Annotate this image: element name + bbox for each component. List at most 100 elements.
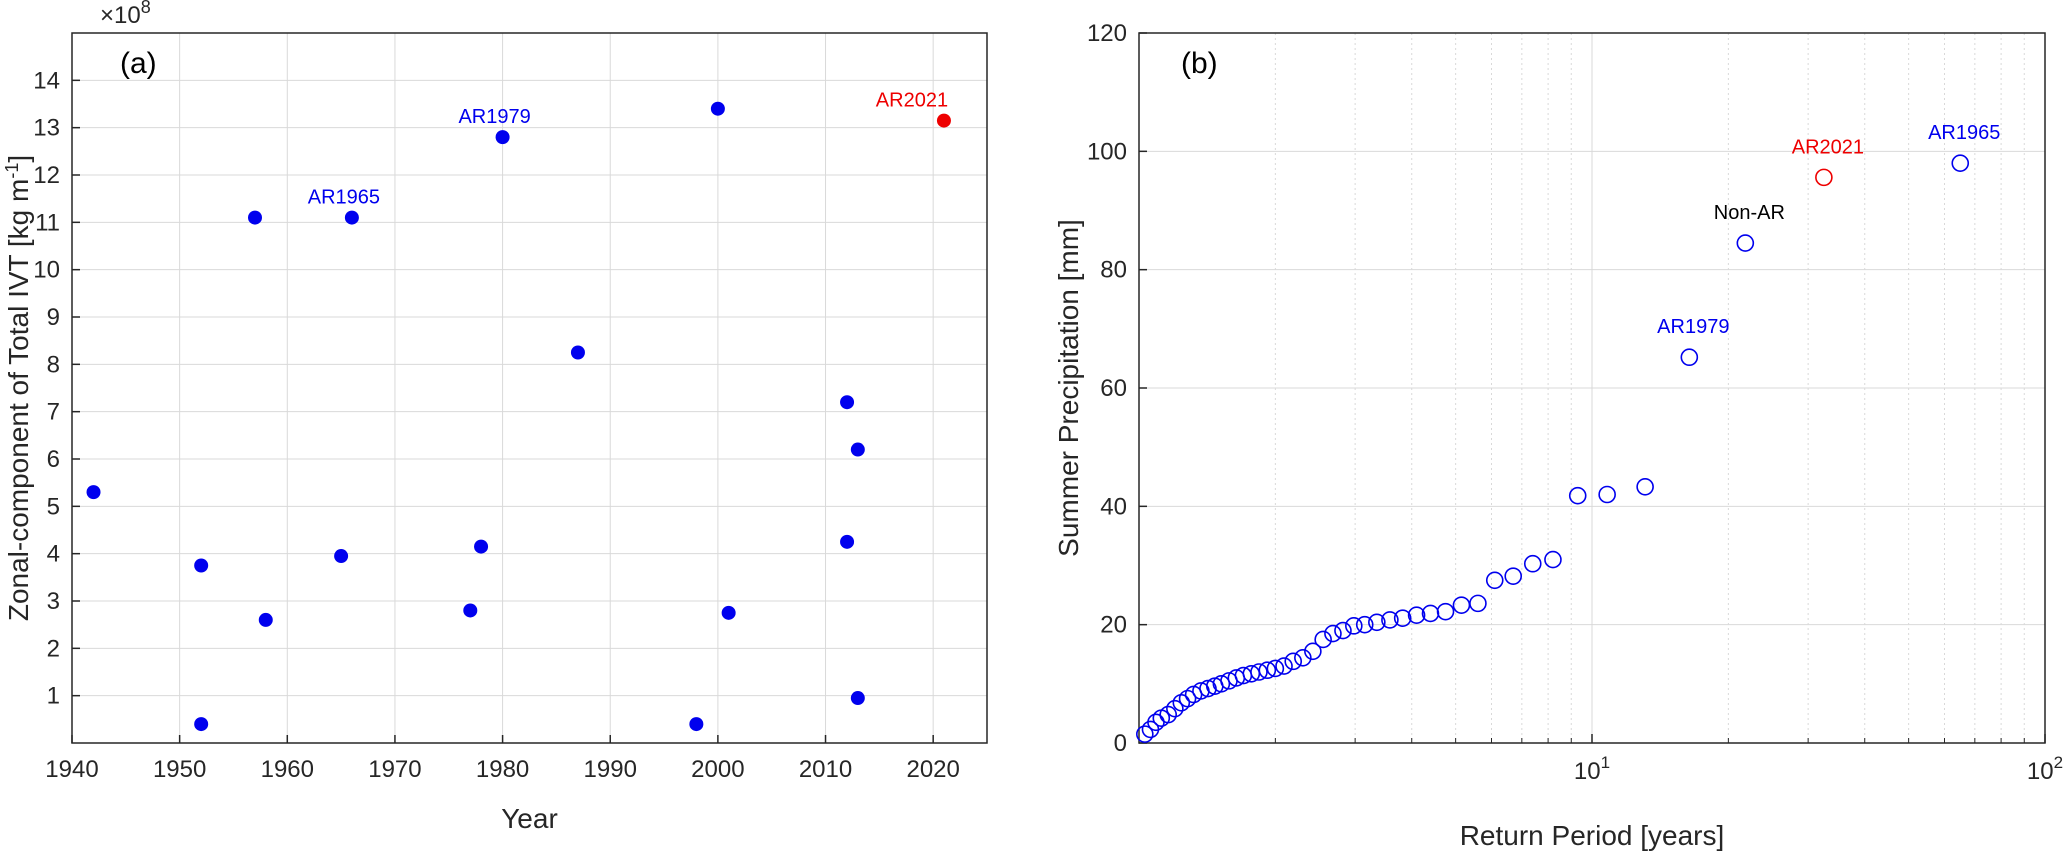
y-tick-label: 10: [33, 257, 60, 284]
data-point: [334, 549, 349, 564]
x-axis-label: Year: [501, 803, 558, 834]
data-point: [1275, 657, 1293, 675]
data-point: [1568, 486, 1587, 505]
data-point: [1523, 554, 1542, 573]
x-tick-label: 1990: [584, 756, 637, 783]
y-tick-label: 1: [47, 683, 60, 710]
data-point: [1504, 567, 1523, 585]
data-point-ar2021: [936, 113, 951, 128]
x-tick-label: 101: [1574, 753, 1610, 785]
x-tick-label: 2020: [906, 756, 959, 783]
y-tick-label: 11: [35, 209, 60, 236]
y-tick-label: 13: [33, 115, 60, 142]
data-point: [850, 691, 865, 706]
x-tick-label: 1980: [476, 756, 529, 783]
y-tick-label: 9: [47, 304, 60, 331]
data-point: [1266, 659, 1285, 678]
y-tick-label: 40: [1100, 493, 1127, 520]
data-point: [1407, 606, 1426, 625]
data-point: [1469, 594, 1487, 613]
panel-a-scatter: 1940 1950 1960 1970 1980 1990 2000 2010 20201234…: [2, 0, 988, 834]
data-point: [1166, 699, 1184, 718]
data-point: [570, 345, 585, 360]
y-tick-label: 2: [47, 635, 60, 662]
data-point-ar1965: [344, 210, 359, 225]
data-point: [1485, 571, 1504, 590]
data-point: [850, 442, 865, 457]
data-point: [1452, 596, 1471, 614]
data-point: [1355, 615, 1374, 634]
data-point: [1393, 609, 1412, 627]
data-point: [1636, 478, 1654, 496]
data-point: [1436, 602, 1455, 621]
y-tick-label: 4: [47, 541, 60, 568]
data-point: [194, 558, 209, 573]
y-tick-label: 14: [33, 67, 60, 94]
data-point: [258, 612, 273, 627]
x-tick-label: 1970: [368, 756, 421, 783]
point-annotation: AR1965: [308, 187, 380, 209]
y-tick-label: 12: [33, 162, 60, 189]
plot-frame: [71, 32, 988, 744]
data-point: [1304, 642, 1322, 661]
x-tick-label: 2010: [799, 756, 852, 783]
point-annotation: AR1979: [458, 106, 530, 128]
data-point: [1178, 689, 1197, 708]
panel-label-a: (a): [120, 47, 157, 80]
y-tick-label: 80: [1100, 257, 1127, 284]
x-tick-label: 2000: [691, 756, 744, 783]
panel-b-return-period: 101 102 0 20 40 60 80 100 120 (b) Return Period [y…: [1053, 20, 2063, 851]
data-point: [1334, 621, 1352, 640]
x-tick-label: 1960: [261, 756, 314, 783]
data-point: [689, 717, 704, 732]
x-axis-label: Return Period [years]: [1460, 820, 1725, 851]
data-point: [463, 603, 478, 618]
data-point: [1147, 713, 1165, 732]
data-point: [474, 539, 489, 554]
y-axis-label: Zonal-component of Total IVT [kg m-1]: [2, 155, 34, 621]
x-tick-label: 102: [2027, 753, 2063, 785]
data-point: [1544, 550, 1562, 569]
y-tick-label: 7: [47, 399, 60, 426]
data-point-ar2021: [1815, 168, 1833, 187]
y-tick-label: 5: [47, 493, 60, 520]
data-point: [1314, 630, 1332, 649]
y-tick-label: 120: [1087, 20, 1127, 47]
data-point: [1598, 485, 1616, 504]
data-point: [1159, 705, 1177, 724]
data-point: [710, 101, 725, 116]
data-point: [721, 605, 736, 620]
data-point: [248, 210, 262, 225]
y-tick-label: 3: [47, 588, 60, 615]
data-point-ar1979: [1680, 348, 1699, 367]
y-axis-label: Summer Precipitation [mm]: [1053, 219, 1084, 557]
point-annotation: AR2021: [876, 90, 948, 112]
data-point-ar1965: [1951, 154, 1970, 172]
point-annotation: Non-AR: [1714, 202, 1785, 224]
data-point: [1381, 611, 1399, 629]
panel-label-b: (b): [1181, 47, 1218, 80]
y-tick-label: 0: [1114, 730, 1127, 757]
data-point: [1136, 725, 1154, 743]
y-tick-label: 60: [1100, 375, 1127, 402]
data-point: [1250, 663, 1268, 681]
data-point: [1294, 648, 1312, 667]
x-tick-label: 1940: [45, 756, 98, 783]
data-point-ar1979: [495, 130, 510, 145]
point-annotation: AR1965: [1928, 122, 2000, 144]
x-tick-label: 1950: [153, 756, 206, 783]
point-annotation: AR1979: [1657, 316, 1729, 338]
y-tick-label: 6: [47, 446, 60, 473]
data-point: [1284, 652, 1303, 671]
data-point-non-ar: [1736, 234, 1755, 252]
data-point: [840, 534, 855, 549]
data-point: [1258, 661, 1277, 680]
point-annotation: AR2021: [1792, 136, 1864, 158]
data-point: [1368, 613, 1386, 632]
data-point: [194, 717, 209, 732]
y-tick-label: 20: [1100, 612, 1127, 639]
y-tick-label: 8: [47, 351, 60, 378]
data-point: [840, 395, 855, 410]
data-point: [1199, 679, 1217, 698]
